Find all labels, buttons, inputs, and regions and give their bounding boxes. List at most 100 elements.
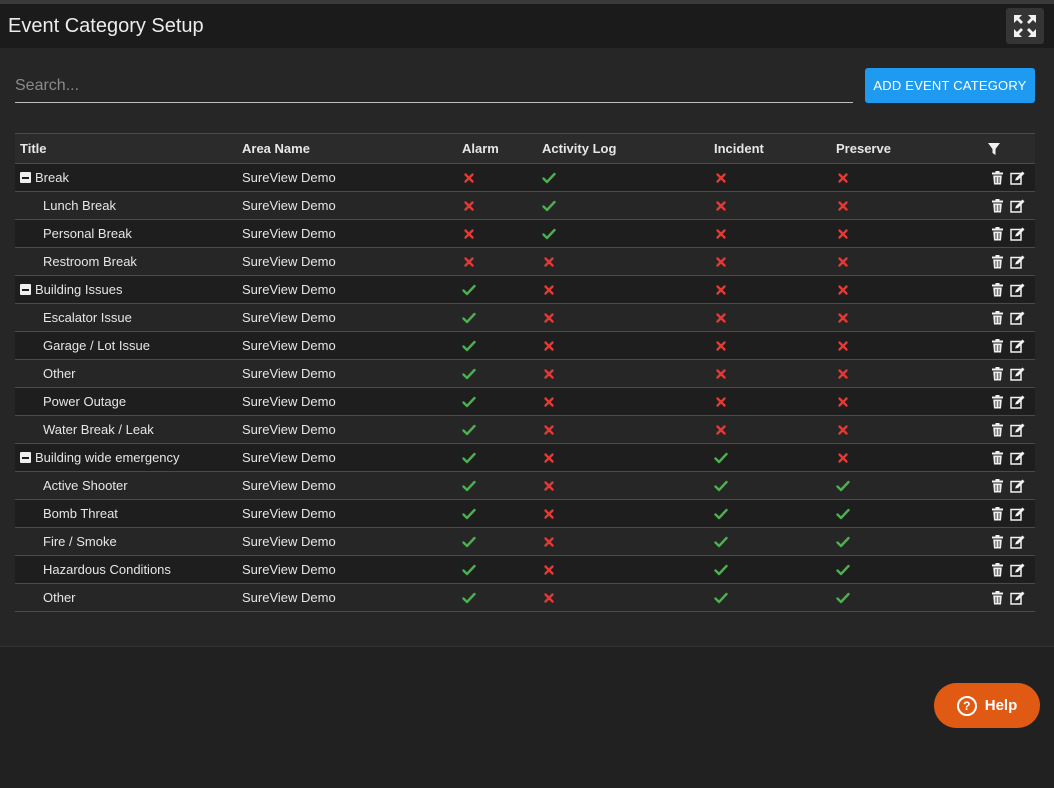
check-icon — [714, 593, 728, 604]
check-icon — [542, 229, 556, 240]
cell-title: Bomb Threat — [15, 500, 237, 528]
table-row[interactable]: Lunch Break SureView Demo — [15, 191, 1035, 220]
edit-icon[interactable] — [1010, 255, 1025, 270]
edit-icon[interactable] — [1010, 535, 1025, 550]
trash-icon[interactable] — [991, 199, 1004, 213]
check-icon — [836, 565, 850, 576]
collapse-icon[interactable] — [20, 284, 31, 295]
cell-alarm — [457, 192, 537, 220]
edit-icon[interactable] — [1010, 423, 1025, 438]
cell-actions — [971, 360, 1035, 388]
trash-icon[interactable] — [991, 227, 1004, 241]
trash-icon[interactable] — [991, 451, 1004, 465]
edit-icon[interactable] — [1010, 507, 1025, 522]
check-icon — [462, 341, 476, 352]
help-button[interactable]: ? Help — [934, 683, 1040, 728]
cross-icon — [544, 341, 554, 351]
trash-icon[interactable] — [991, 311, 1004, 325]
trash-icon[interactable] — [991, 171, 1004, 185]
cross-icon — [716, 397, 726, 407]
cross-icon — [544, 565, 554, 575]
table-group-row[interactable]: Building Issues SureView Demo — [15, 275, 1035, 304]
collapse-icon[interactable] — [20, 452, 31, 463]
table-row[interactable]: Hazardous Conditions SureView Demo — [15, 555, 1035, 584]
cell-incident — [709, 416, 831, 444]
cross-icon — [838, 313, 848, 323]
cell-title: Personal Break — [15, 220, 237, 248]
cell-incident — [709, 248, 831, 276]
edit-icon[interactable] — [1010, 591, 1025, 606]
edit-icon[interactable] — [1010, 283, 1025, 298]
add-event-category-button[interactable]: ADD EVENT CATEGORY — [865, 68, 1035, 103]
cell-actions — [971, 192, 1035, 220]
table-row[interactable]: Garage / Lot Issue SureView Demo — [15, 331, 1035, 360]
trash-icon[interactable] — [991, 423, 1004, 437]
cell-preserve — [831, 472, 971, 500]
table-row[interactable]: Fire / Smoke SureView Demo — [15, 527, 1035, 556]
row-title: Building wide emergency — [35, 450, 180, 465]
trash-icon[interactable] — [991, 339, 1004, 353]
edit-icon[interactable] — [1010, 367, 1025, 382]
cell-alarm — [457, 360, 537, 388]
row-title: Power Outage — [43, 394, 127, 409]
table-row[interactable]: Bomb Threat SureView Demo — [15, 499, 1035, 528]
cell-activity-log — [537, 248, 709, 276]
column-header-alarm[interactable]: Alarm — [457, 133, 537, 164]
table-row[interactable]: Active Shooter SureView Demo — [15, 471, 1035, 500]
edit-icon[interactable] — [1010, 395, 1025, 410]
cell-alarm — [457, 248, 537, 276]
trash-icon[interactable] — [991, 479, 1004, 493]
table-row[interactable]: Other SureView Demo — [15, 583, 1035, 612]
trash-icon[interactable] — [991, 535, 1004, 549]
row-title: Bomb Threat — [43, 506, 118, 521]
trash-icon[interactable] — [991, 395, 1004, 409]
cross-icon — [544, 369, 554, 379]
edit-icon[interactable] — [1010, 563, 1025, 578]
edit-icon[interactable] — [1010, 311, 1025, 326]
edit-icon[interactable] — [1010, 339, 1025, 354]
edit-icon[interactable] — [1010, 479, 1025, 494]
cell-preserve — [831, 220, 971, 248]
check-icon — [542, 173, 556, 184]
search-input[interactable] — [15, 70, 853, 103]
table-row[interactable]: Restroom Break SureView Demo — [15, 247, 1035, 276]
cell-alarm — [457, 332, 537, 360]
trash-icon[interactable] — [991, 255, 1004, 269]
trash-icon[interactable] — [991, 283, 1004, 297]
cell-preserve — [831, 304, 971, 332]
filter-icon[interactable] — [987, 142, 1001, 156]
table-row[interactable]: Water Break / Leak SureView Demo — [15, 415, 1035, 444]
cross-icon — [716, 173, 726, 183]
expand-button[interactable] — [1006, 8, 1044, 44]
edit-icon[interactable] — [1010, 451, 1025, 466]
column-header-incident[interactable]: Incident — [709, 133, 831, 164]
check-icon — [462, 453, 476, 464]
table-row[interactable]: Power Outage SureView Demo — [15, 387, 1035, 416]
trash-icon[interactable] — [991, 507, 1004, 521]
edit-icon[interactable] — [1010, 199, 1025, 214]
edit-icon[interactable] — [1010, 171, 1025, 186]
trash-icon[interactable] — [991, 367, 1004, 381]
table-group-row[interactable]: Building wide emergency SureView Demo — [15, 443, 1035, 472]
cell-title: Active Shooter — [15, 472, 237, 500]
expand-icon — [1014, 15, 1036, 37]
page-header: Event Category Setup — [0, 4, 1054, 49]
help-label: Help — [984, 697, 1018, 714]
row-title: Building Issues — [35, 282, 123, 297]
trash-icon[interactable] — [991, 563, 1004, 577]
cell-actions — [971, 528, 1035, 556]
column-header-area-name[interactable]: Area Name — [237, 133, 457, 164]
table-row[interactable]: Escalator Issue SureView Demo — [15, 303, 1035, 332]
check-icon — [462, 285, 476, 296]
cell-area-name: SureView Demo — [242, 534, 336, 549]
column-header-title[interactable]: Title — [15, 133, 237, 164]
edit-icon[interactable] — [1010, 227, 1025, 242]
table-row[interactable]: Other SureView Demo — [15, 359, 1035, 388]
column-header-activity-log[interactable]: Activity Log — [537, 133, 709, 164]
table-row[interactable]: Personal Break SureView Demo — [15, 219, 1035, 248]
column-header-preserve[interactable]: Preserve — [831, 133, 971, 164]
cell-area-name: SureView Demo — [242, 422, 336, 437]
trash-icon[interactable] — [991, 591, 1004, 605]
table-group-row[interactable]: Break SureView Demo — [15, 163, 1035, 192]
collapse-icon[interactable] — [20, 172, 31, 183]
